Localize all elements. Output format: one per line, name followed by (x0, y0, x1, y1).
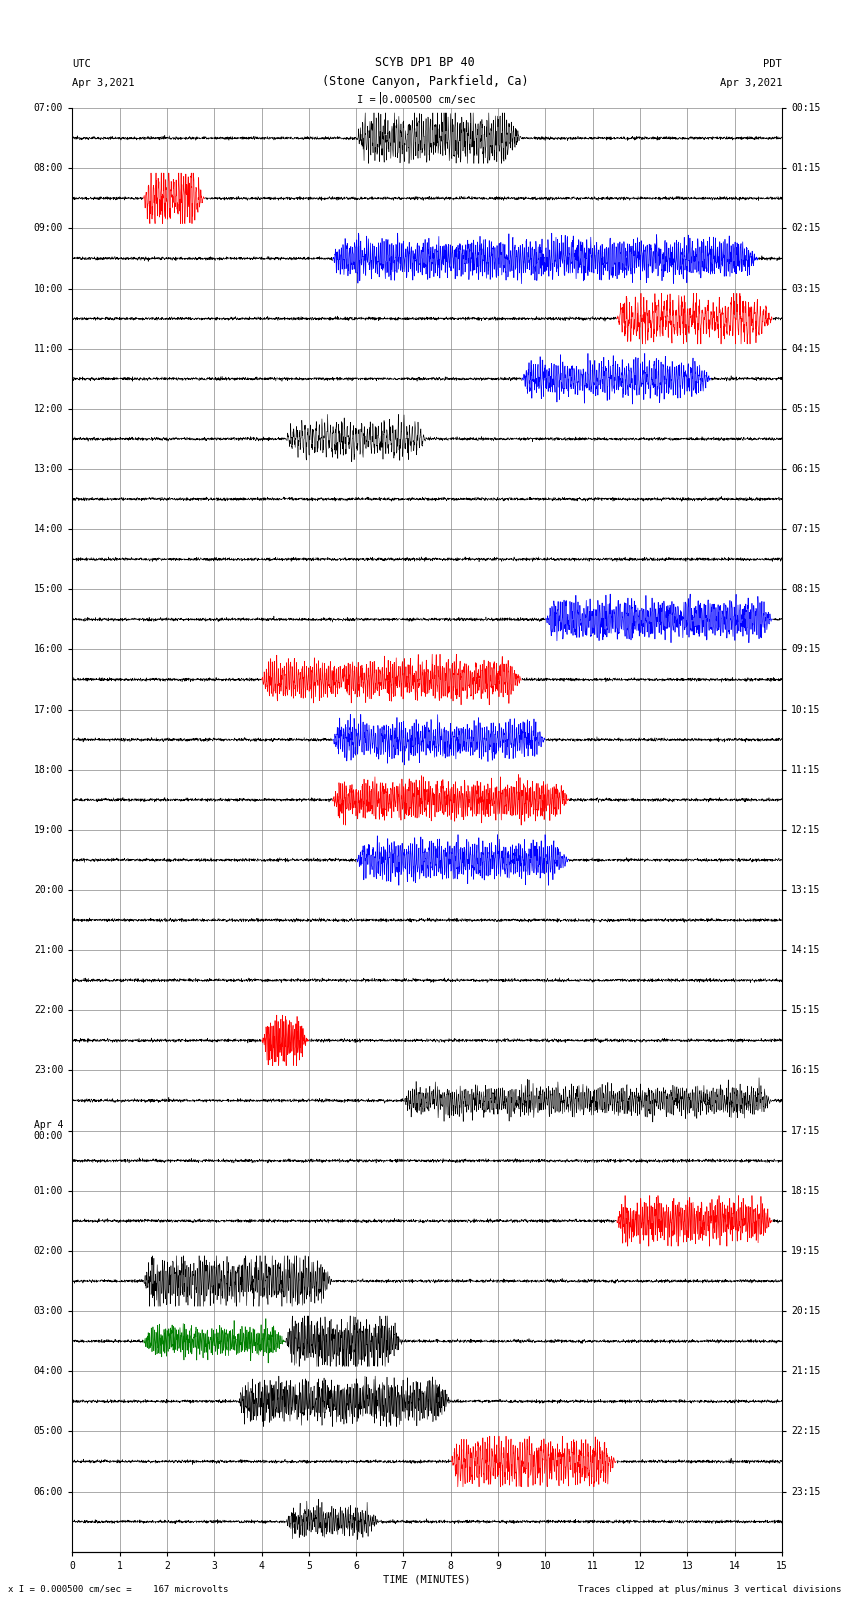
Text: |: | (377, 92, 384, 105)
Text: x I = 0.000500 cm/sec =    167 microvolts: x I = 0.000500 cm/sec = 167 microvolts (8, 1584, 229, 1594)
Text: (Stone Canyon, Parkfield, Ca): (Stone Canyon, Parkfield, Ca) (321, 74, 529, 87)
Text: Traces clipped at plus/minus 3 vertical divisions: Traces clipped at plus/minus 3 vertical … (578, 1584, 842, 1594)
Text: PDT: PDT (763, 58, 782, 69)
X-axis label: TIME (MINUTES): TIME (MINUTES) (383, 1574, 471, 1586)
Text: SCYB DP1 BP 40: SCYB DP1 BP 40 (375, 55, 475, 69)
Text: UTC: UTC (72, 58, 91, 69)
Text: Apr 3,2021: Apr 3,2021 (719, 77, 782, 87)
Text: Apr 3,2021: Apr 3,2021 (72, 77, 135, 87)
Text: I = 0.000500 cm/sec: I = 0.000500 cm/sec (357, 95, 476, 105)
